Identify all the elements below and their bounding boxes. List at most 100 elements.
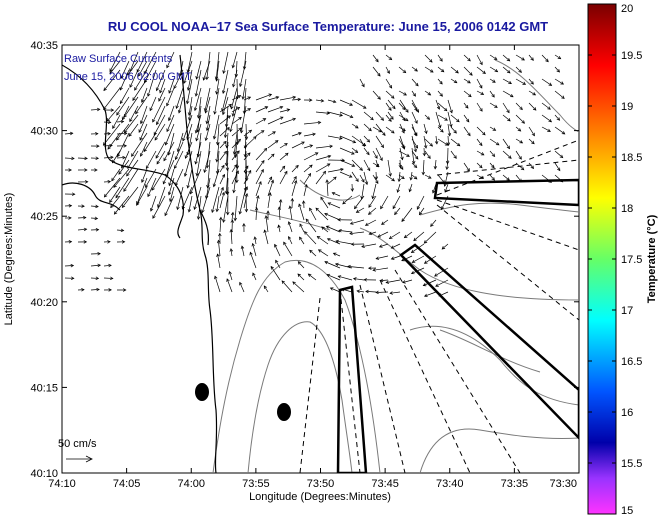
current-vector-head — [145, 165, 150, 170]
current-vector — [240, 105, 247, 133]
current-vector-head — [381, 221, 385, 225]
current-vector-head — [222, 219, 226, 223]
current-vector — [279, 199, 282, 209]
current-vector — [372, 174, 379, 184]
current-vector-head — [109, 199, 113, 204]
current-vector — [255, 148, 267, 161]
current-vector-head — [349, 102, 354, 106]
current-vector-head — [396, 189, 400, 193]
current-vector-head — [297, 261, 302, 265]
current-vector — [463, 114, 470, 123]
current-vector — [166, 114, 175, 132]
current-vector — [206, 141, 211, 168]
annotation-line-1: Raw Surface Currents — [64, 53, 173, 65]
current-vector-head — [495, 142, 500, 146]
current-vector — [219, 115, 231, 125]
current-vector — [385, 102, 392, 111]
current-vector-head — [287, 221, 292, 225]
current-vector-head — [532, 107, 537, 111]
current-vector-head — [233, 154, 238, 159]
current-vector-head — [221, 173, 226, 178]
current-vector — [243, 108, 251, 113]
current-vector — [111, 168, 121, 182]
station-markers — [195, 383, 291, 421]
current-vector-head — [95, 228, 100, 232]
current-vector — [541, 102, 551, 110]
current-vector — [330, 287, 341, 293]
current-vector-head — [270, 265, 274, 270]
current-vector-head — [443, 107, 448, 112]
current-vector-head — [545, 58, 549, 63]
current-vector — [216, 141, 220, 162]
current-vector-head — [123, 188, 127, 192]
current-vector-head — [532, 92, 537, 96]
current-vector-head — [118, 171, 122, 175]
current-vector — [303, 184, 308, 197]
current-vector — [335, 240, 353, 245]
current-vector — [239, 282, 245, 293]
current-vector-head — [266, 210, 270, 214]
current-vector-head — [145, 184, 149, 188]
current-vector-head — [548, 82, 553, 86]
current-vector — [136, 51, 148, 73]
current-vector — [267, 140, 279, 149]
current-vector-head — [258, 181, 262, 185]
current-vector-head — [366, 138, 371, 143]
current-vector — [339, 111, 353, 118]
current-vector-head — [560, 81, 565, 85]
current-vector — [359, 174, 365, 183]
current-vector — [437, 90, 443, 97]
current-vector-head — [388, 235, 393, 240]
current-vector-head — [434, 141, 439, 145]
current-vector-head — [453, 155, 457, 159]
colorbar-tick-label: 17.5 — [621, 254, 642, 266]
current-vector-head — [228, 270, 232, 275]
current-vector-head — [429, 143, 434, 147]
current-vector — [450, 150, 457, 159]
current-vector — [217, 123, 220, 145]
current-vector — [168, 78, 175, 94]
current-vector-head — [327, 202, 332, 206]
current-vector — [243, 152, 251, 161]
current-vector — [165, 150, 175, 177]
current-vector — [476, 126, 486, 136]
current-vector — [175, 141, 184, 160]
current-vector-head — [256, 195, 260, 199]
x-tick-label: 74:10 — [48, 478, 76, 490]
current-vector-head — [465, 105, 469, 109]
current-vector-head — [332, 99, 337, 104]
current-vector-head — [129, 84, 133, 88]
current-vector-head — [103, 87, 107, 92]
current-vector — [363, 123, 372, 132]
current-vector — [304, 231, 317, 245]
current-vector — [401, 255, 413, 261]
current-vector — [267, 176, 272, 185]
current-vector — [447, 99, 453, 113]
current-vector — [351, 99, 367, 109]
current-vector — [303, 133, 316, 137]
current-vector-head — [467, 80, 471, 84]
current-vector — [215, 51, 220, 80]
current-vector — [338, 230, 353, 233]
current-vector-head — [309, 98, 313, 102]
current-vector — [385, 174, 395, 182]
current-vector — [249, 252, 257, 269]
colorbar-tick-label: 20 — [621, 3, 633, 15]
current-vector-head — [97, 251, 101, 256]
current-vector-head — [166, 128, 170, 133]
current-vector-head — [480, 152, 485, 156]
current-vector — [385, 54, 392, 60]
current-vector — [502, 66, 511, 74]
current-vector-head — [469, 72, 473, 76]
current-vector-head — [390, 256, 395, 260]
current-vector-head — [325, 179, 329, 183]
current-vector — [411, 78, 419, 87]
current-vector-head — [103, 193, 108, 198]
current-vector — [372, 90, 381, 100]
current-vector-head — [379, 157, 383, 162]
current-vector-head — [416, 206, 420, 210]
current-vector — [450, 138, 461, 147]
current-vector — [230, 248, 233, 257]
current-vector — [186, 78, 193, 104]
current-vector — [424, 90, 431, 96]
